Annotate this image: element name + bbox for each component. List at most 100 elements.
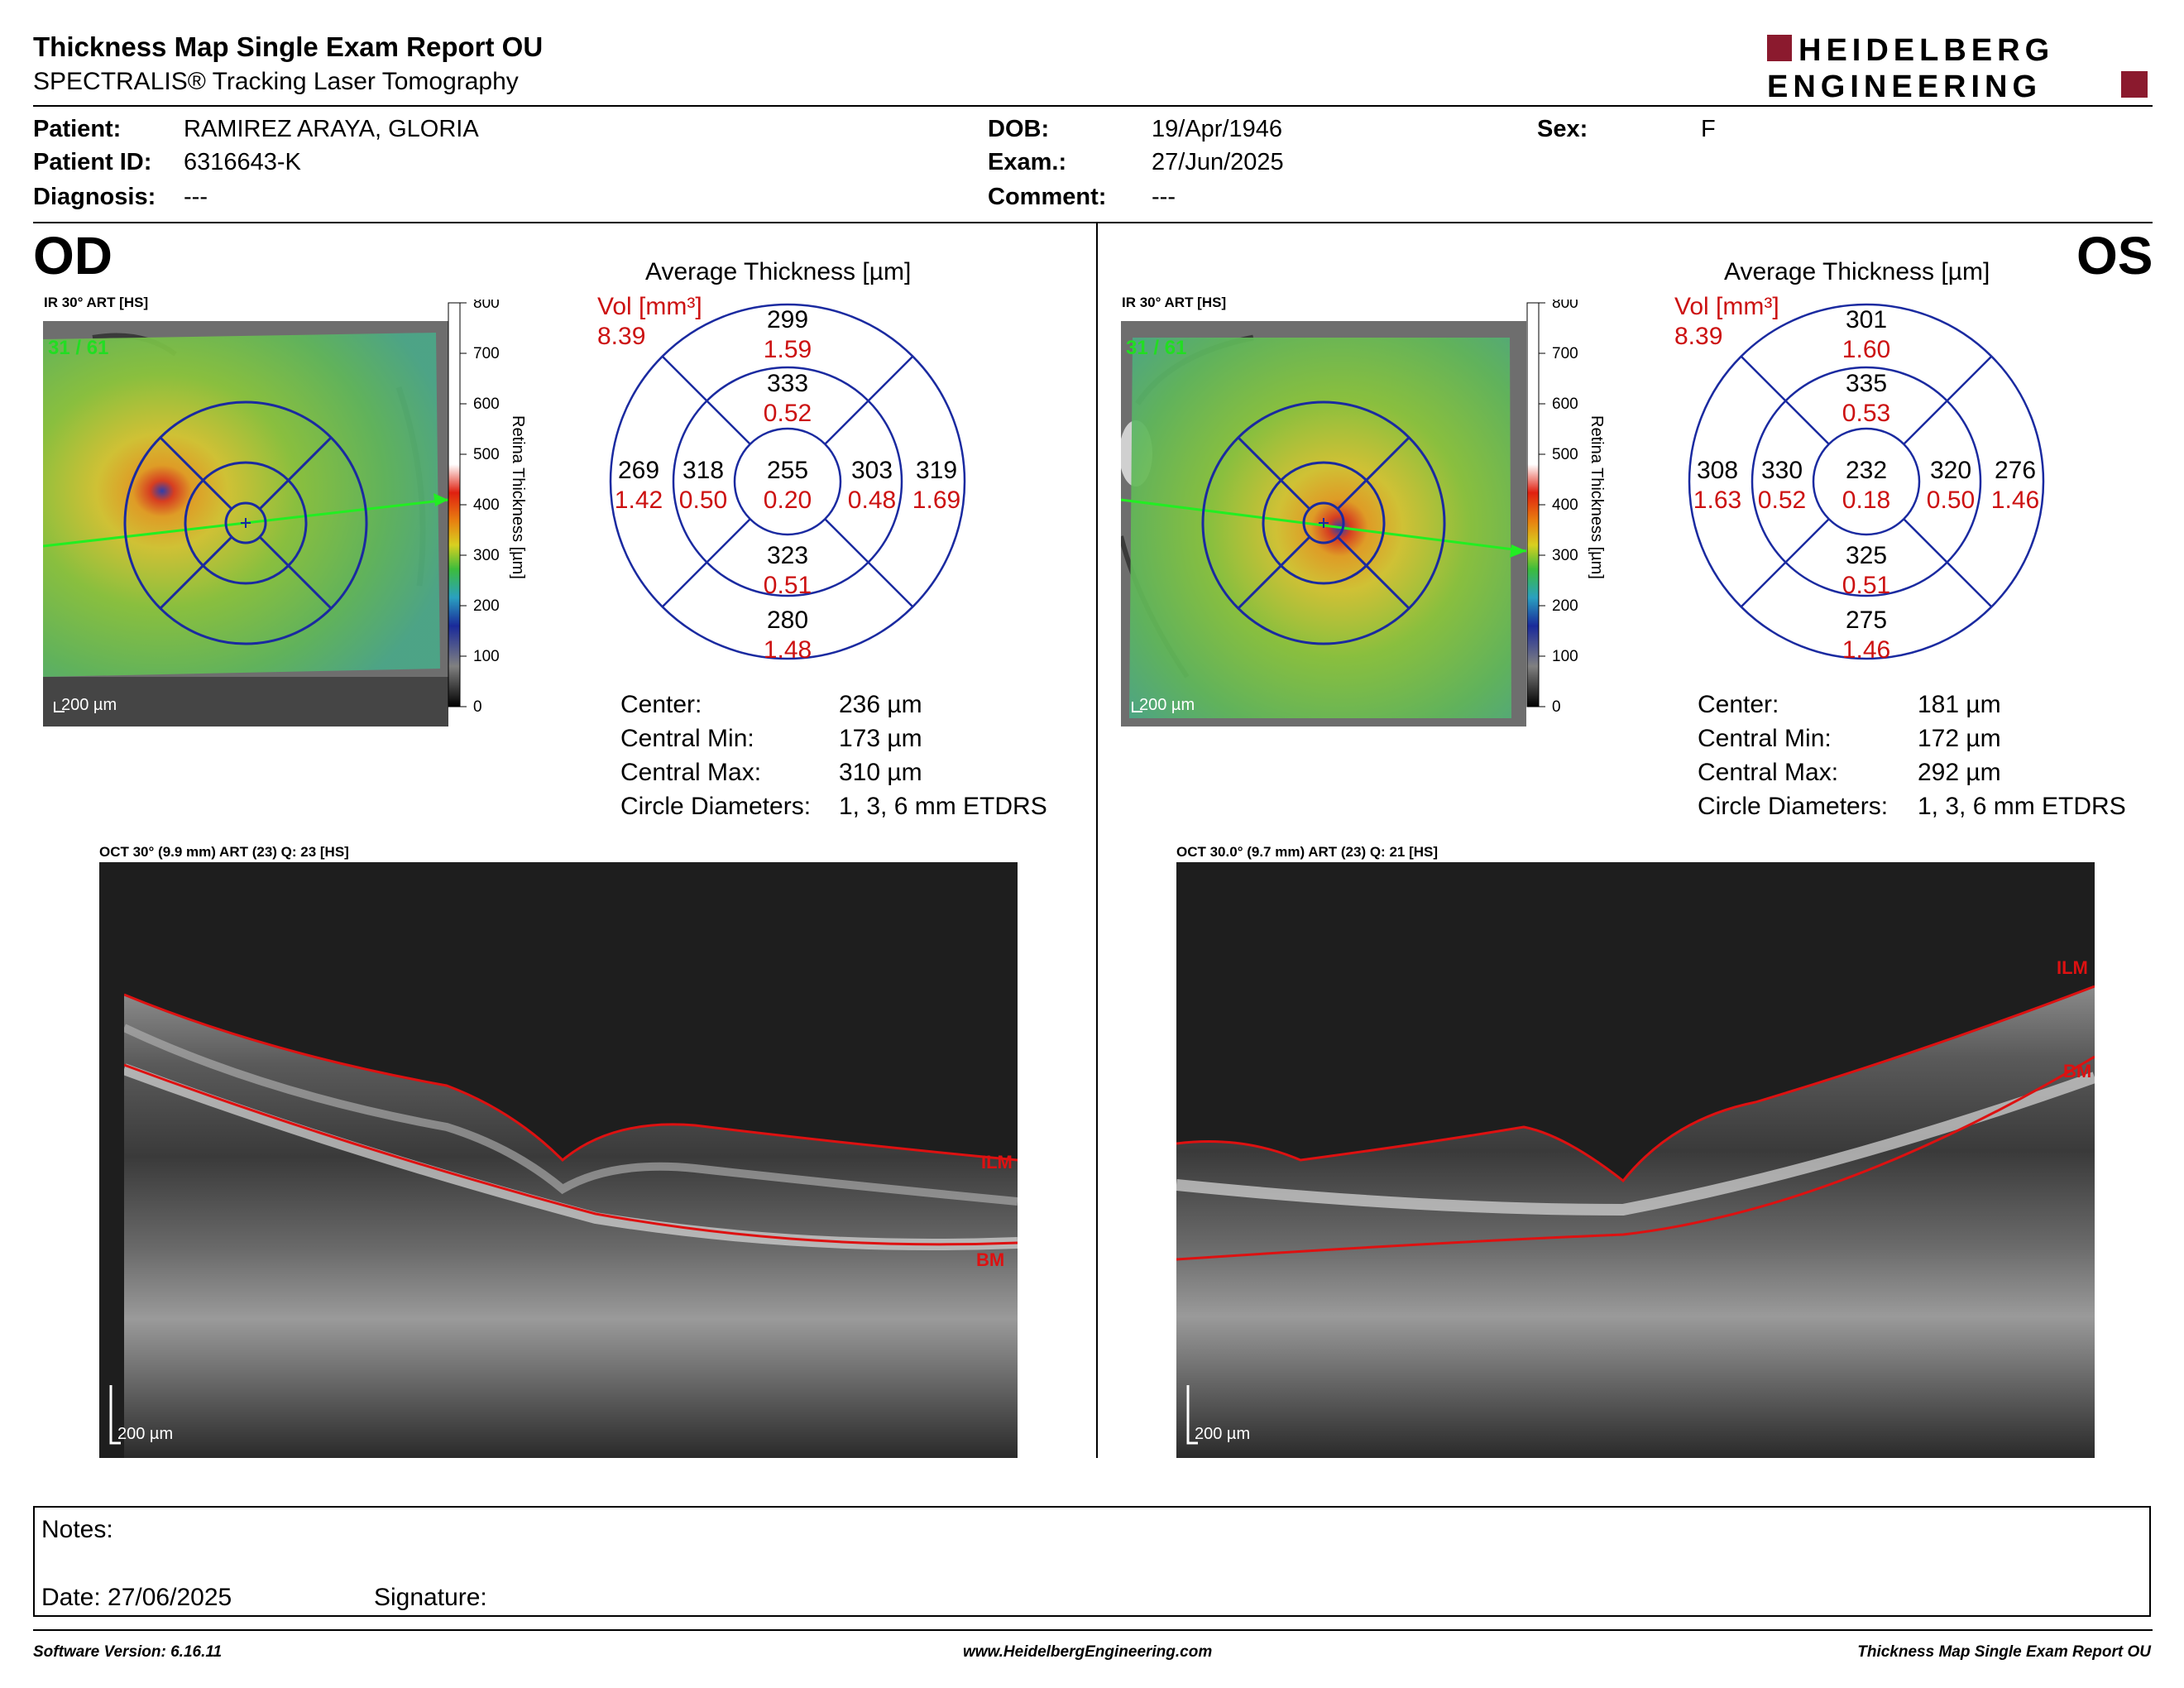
od-outer-right-thickness: 319 — [916, 457, 957, 484]
sex-value: F — [1701, 116, 1716, 142]
od-inner-right-thickness: 303 — [851, 457, 893, 484]
software-version: Software Version: 6.16.11 — [33, 1643, 223, 1661]
os-outer-right-thickness: 276 — [1995, 457, 2036, 484]
od-cbar-tick: 400 — [473, 496, 500, 514]
os-outer-bottom-thickness: 275 — [1846, 607, 1887, 634]
os-cbar-tick: 100 — [1552, 648, 1578, 665]
eye-divider — [1096, 223, 1098, 1458]
od-outer-top-volume: 1.59 — [764, 336, 812, 363]
os-oct-bscan: ILM BM 200 µm — [1176, 862, 2095, 1458]
od-cbar-tick: 800 — [473, 300, 500, 312]
od-outer-bottom-thickness: 280 — [767, 607, 808, 634]
dob-value: 19/Apr/1946 — [1152, 116, 1283, 142]
os-cbar-tick: 800 — [1552, 300, 1578, 312]
exam-value: 27/Jun/2025 — [1152, 149, 1284, 175]
od-stat-value: 173 µm — [839, 725, 922, 752]
os-center-thickness: 232 — [1846, 457, 1887, 484]
os-colorbar-label: Retina Thickness [µm] — [1588, 415, 1606, 579]
os-colorbar: 800 700 600 500 400 300 200 100 0 Retina… — [1526, 300, 1606, 713]
notes-box[interactable]: Notes: Date: 27/06/2025 Signature: — [33, 1506, 2151, 1617]
od-stat-value: 236 µm — [839, 691, 922, 718]
diagnosis-value: --- — [184, 184, 208, 210]
comment-label: Comment: — [988, 184, 1107, 210]
od-stat-value: 310 µm — [839, 759, 922, 786]
header-divider — [33, 105, 2153, 107]
od-avg-title: Average Thickness [µm] — [645, 258, 912, 285]
os-outer-top-volume: 1.60 — [1842, 336, 1890, 363]
os-inner-left-thickness: 330 — [1761, 457, 1803, 484]
od-vol-value: 8.39 — [597, 323, 646, 350]
website-link[interactable]: www.HeidelbergEngineering.com — [963, 1643, 1213, 1661]
od-stat-label: Circle Diameters: — [620, 793, 812, 820]
os-cbar-tick: 700 — [1552, 345, 1578, 362]
os-cbar-tick: 500 — [1552, 446, 1578, 463]
od-inner-top-volume: 0.52 — [764, 400, 812, 427]
od-outer-left-volume: 1.42 — [615, 487, 663, 514]
os-etdrs-grid: 301 1.60 335 0.53 308 1.63 330 0.52 232 … — [1688, 303, 2045, 664]
os-inner-bottom-thickness: 325 — [1846, 542, 1887, 569]
os-stat-value: 172 µm — [1918, 725, 2001, 752]
logo-line2: ENGINEERING — [1767, 70, 2042, 101]
od-ilm-label: ILM — [981, 1152, 1013, 1172]
os-inner-top-volume: 0.53 — [1842, 400, 1890, 427]
od-stat-label: Central Max: — [620, 759, 762, 786]
os-stat-label: Central Max: — [1698, 759, 1839, 786]
notes-date: Date: 27/06/2025 — [41, 1584, 232, 1611]
od-center-volume: 0.20 — [764, 487, 812, 514]
patient-id: 6316643-K — [184, 149, 301, 175]
os-bm-label: BM — [2063, 1061, 2091, 1081]
od-oct-bscan: ILM BM 200 µm — [99, 862, 1018, 1458]
patient-id-label: Patient ID: — [33, 149, 152, 175]
os-stat-value: 181 µm — [1918, 691, 2001, 718]
od-outer-right-volume: 1.69 — [912, 487, 960, 514]
os-vol-label: Vol [mm³] — [1674, 293, 1779, 320]
od-colorbar-label: Retina Thickness [µm] — [509, 415, 527, 579]
od-cbar-tick: 300 — [473, 547, 500, 564]
footer-divider — [33, 1629, 2153, 1631]
footer-report-name: Thickness Map Single Exam Report OU — [1857, 1643, 2151, 1661]
os-oct-caption: OCT 30.0° (9.7 mm) ART (23) Q: 21 [HS] — [1176, 844, 1439, 860]
os-center-volume: 0.18 — [1842, 487, 1890, 514]
exam-label: Exam.: — [988, 149, 1067, 175]
patient-divider — [33, 222, 2153, 223]
os-cbar-tick: 300 — [1552, 547, 1578, 564]
os-inner-right-volume: 0.50 — [1927, 487, 1975, 514]
os-outer-right-volume: 1.46 — [1991, 487, 2039, 514]
od-outer-left-thickness: 269 — [618, 457, 659, 484]
os-cbar-tick: 200 — [1552, 597, 1578, 615]
heidelberg-logo: HEIDELBERG ENGINEERING — [1767, 33, 2148, 101]
od-oct-caption: OCT 30° (9.9 mm) ART (23) Q: 23 [HS] — [99, 844, 349, 860]
sex-label: Sex: — [1537, 116, 1588, 142]
os-stat-value: 292 µm — [1918, 759, 2001, 786]
os-inner-top-thickness: 335 — [1846, 370, 1887, 397]
od-colorbar: 800 700 600 500 400 300 200 100 0 Retina… — [448, 300, 527, 713]
od-outer-bottom-volume: 1.48 — [764, 636, 812, 664]
od-inner-top-thickness: 333 — [767, 370, 808, 397]
od-etdrs-grid: 299 1.59 333 0.52 269 1.42 318 0.50 255 … — [609, 303, 966, 664]
od-vol-label: Vol [mm³] — [597, 293, 702, 320]
os-map-scale: 200 µm — [1139, 696, 1195, 714]
logo-line1: HEIDELBERG — [1798, 33, 2054, 68]
od-stat-value: 1, 3, 6 mm ETDRS — [839, 793, 1047, 820]
os-avg-title: Average Thickness [µm] — [1724, 258, 1990, 285]
comment-value: --- — [1152, 184, 1176, 210]
os-cbar-tick: 0 — [1552, 698, 1561, 713]
os-inner-right-thickness: 320 — [1930, 457, 1971, 484]
os-outer-left-volume: 1.63 — [1693, 487, 1741, 514]
os-stat-label: Central Min: — [1698, 725, 1832, 752]
od-cbar-tick: 700 — [473, 345, 500, 362]
od-map-scale: 200 µm — [61, 696, 117, 714]
od-inner-bottom-thickness: 323 — [767, 542, 808, 569]
diagnosis-label: Diagnosis: — [33, 184, 156, 210]
os-ir-caption: IR 30° ART [HS] — [1122, 295, 1227, 310]
notes-label: Notes: — [41, 1516, 113, 1543]
od-outer-top-thickness: 299 — [767, 306, 808, 333]
os-inner-bottom-volume: 0.51 — [1842, 572, 1890, 599]
od-inner-bottom-volume: 0.51 — [764, 572, 812, 599]
os-stat-label: Center: — [1698, 691, 1779, 718]
os-stat-label: Circle Diameters: — [1698, 793, 1889, 820]
os-vol-value: 8.39 — [1674, 323, 1723, 350]
od-inner-right-volume: 0.48 — [848, 487, 896, 514]
od-frame-count: 31 / 61 — [48, 337, 108, 359]
od-eye-label: OD — [33, 226, 113, 285]
